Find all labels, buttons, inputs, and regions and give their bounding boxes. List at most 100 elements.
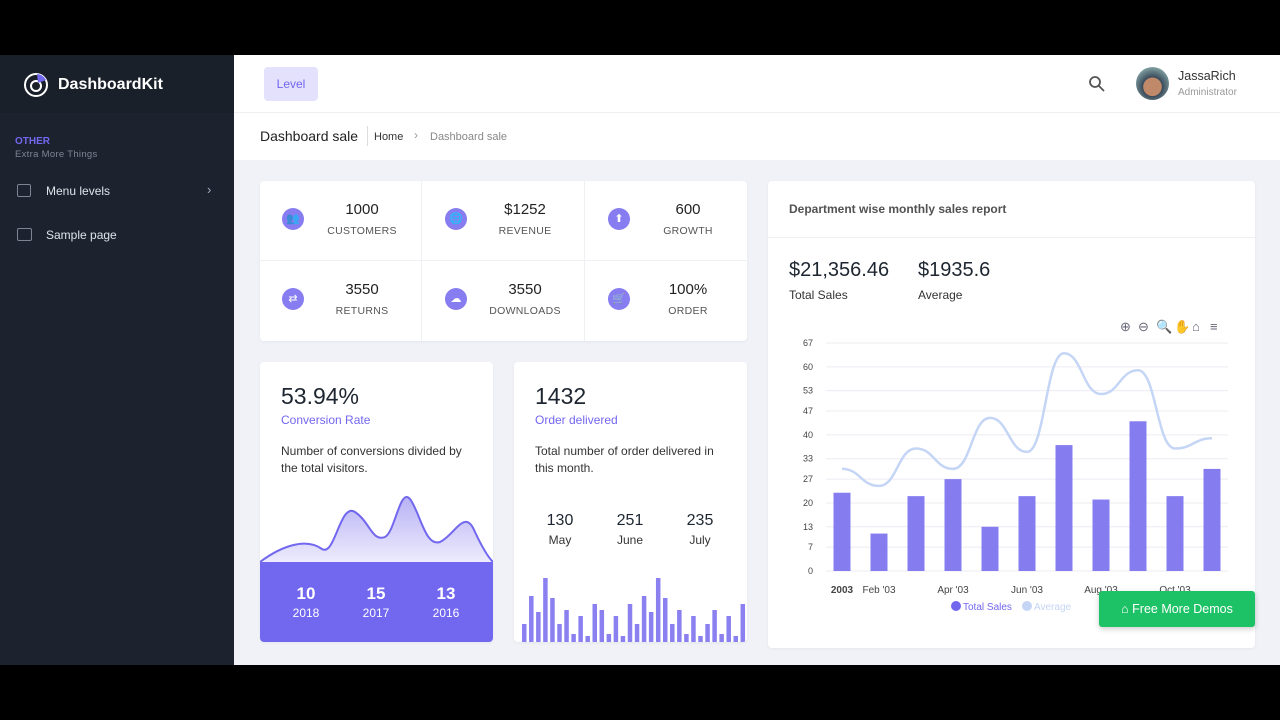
stat-value: $1252 (504, 201, 546, 218)
spark-bar (691, 616, 696, 642)
y-tick-label: 33 (803, 454, 813, 464)
store-icon (17, 228, 32, 241)
spark-bar (705, 624, 710, 642)
y-tick-label: 7 (808, 542, 813, 552)
users-icon: 👥 (282, 207, 306, 231)
y-tick-label: 53 (803, 386, 813, 396)
bar-total-sales[interactable] (1055, 445, 1073, 571)
y-tick-label: 20 (803, 498, 813, 508)
pan-icon[interactable]: ✋ (1174, 319, 1190, 334)
spark-bar (641, 596, 647, 642)
spark-bar (585, 636, 590, 642)
orders-card: 1432 Order delivered Total number of ord… (514, 362, 747, 642)
conversion-stat: 15 2017 (346, 584, 406, 620)
spark-bar (726, 616, 731, 642)
spark-bar (599, 610, 605, 642)
x-tick-label: Feb '03 (862, 585, 895, 596)
conversion-stat-value: 15 (366, 584, 386, 603)
line-average (841, 351, 1213, 488)
bar-total-sales[interactable] (1203, 468, 1221, 571)
conversion-stat-year: 2017 (362, 606, 390, 620)
list-icon (17, 184, 31, 197)
stat-label: REVENUE (498, 225, 552, 237)
spark-bar (712, 610, 717, 642)
month-value: 251 (616, 512, 644, 529)
average-label: Average (918, 288, 963, 302)
sidebar-item-sample-page[interactable]: Sample page (0, 221, 234, 249)
zoom-in-icon[interactable]: ⊕ (1120, 319, 1131, 334)
spark-bar (578, 616, 583, 642)
stat-value: 600 (675, 201, 701, 218)
bar-total-sales[interactable] (944, 479, 962, 571)
spark-bar (733, 636, 738, 642)
legend-label[interactable]: Average (1034, 602, 1072, 613)
bar-total-sales[interactable] (1166, 496, 1184, 571)
spark-bar (564, 610, 569, 642)
spark-bar (620, 636, 626, 642)
conversion-stat-value: 10 (296, 584, 316, 603)
stat-downloads: ☁ 3550 DOWNLOADS (423, 261, 585, 341)
zoom-out-icon[interactable]: ⊖ (1138, 319, 1149, 334)
spark-bar (606, 634, 612, 642)
bar-total-sales[interactable] (1129, 421, 1147, 571)
spark-bar (719, 634, 724, 642)
month-label: June (616, 533, 644, 547)
bar-total-sales[interactable] (870, 533, 888, 571)
y-tick-label: 13 (803, 522, 813, 532)
legend-label[interactable]: Total Sales (963, 602, 1012, 613)
breadcrumb-home[interactable]: Home (374, 131, 404, 143)
stat-value: 3550 (345, 281, 379, 298)
sales-report-card: Department wise monthly sales report $21… (768, 181, 1255, 648)
orders-label: Order delivered (535, 413, 618, 427)
header: Level JassaRich Administrator (234, 55, 1280, 113)
month-value: 130 (546, 512, 574, 529)
sidebar: DashboardKit OTHER Extra More Things Men… (0, 55, 234, 665)
section-title: OTHER (15, 136, 50, 147)
bar-total-sales[interactable] (1018, 496, 1036, 571)
spark-bar (592, 604, 597, 642)
stat-value: 1000 (345, 201, 379, 218)
conversion-label: Conversion Rate (281, 413, 371, 427)
spark-bar (627, 604, 633, 642)
bar-total-sales[interactable] (981, 526, 999, 571)
level-button[interactable]: Level (264, 67, 318, 101)
free-demos-button[interactable]: ⌂ Free More Demos (1099, 591, 1255, 627)
sidebar-item-menu-levels[interactable]: Menu levels › (0, 177, 234, 205)
free-demos-label: Free More Demos (1132, 602, 1233, 616)
y-tick-label: 0 (808, 566, 813, 576)
logo-icon (24, 73, 48, 97)
orders-month-stat: 130 May (530, 512, 590, 547)
average-value: $1935.6 (918, 259, 991, 281)
spark-bar (740, 604, 746, 642)
menu-icon[interactable]: ≡ (1210, 319, 1218, 334)
cloud-download-icon: ☁ (445, 287, 469, 311)
x-tick-label: Jun '03 (1011, 585, 1043, 596)
month-label: May (548, 533, 572, 547)
spark-bar (677, 610, 682, 642)
spark-bar (613, 616, 619, 642)
home-icon[interactable]: ⌂ (1192, 319, 1200, 334)
stat-label: ORDER (668, 305, 708, 317)
orders-month-stat: 251 June (600, 512, 660, 547)
zoom-select-icon[interactable]: 🔍 (1156, 318, 1172, 334)
x-tick-label: Aug '03 (1084, 585, 1118, 596)
logo-area: DashboardKit (0, 55, 234, 113)
y-tick-label: 47 (803, 406, 813, 416)
stat-label: CUSTOMERS (327, 225, 397, 237)
spark-bar (522, 624, 527, 642)
spark-bar (571, 634, 576, 642)
avatar[interactable] (1136, 67, 1169, 100)
x-tick-label: Oct '03 (1159, 585, 1191, 596)
stat-growth: ⬆ 600 GROWTH (586, 181, 748, 261)
bar-total-sales[interactable] (1092, 499, 1110, 571)
orders-month-stat: 235 July (670, 512, 730, 547)
bar-total-sales[interactable] (833, 492, 851, 571)
sidebar-item-label: Menu levels (46, 184, 111, 198)
month-value: 235 (686, 512, 714, 529)
bar-total-sales[interactable] (907, 496, 925, 571)
legend-marker (1022, 601, 1032, 611)
conversion-footer: 10 2018 15 2017 13 2016 (260, 562, 493, 642)
spark-bar (634, 624, 640, 642)
spark-bar (536, 612, 541, 642)
search-icon[interactable] (1088, 75, 1106, 93)
